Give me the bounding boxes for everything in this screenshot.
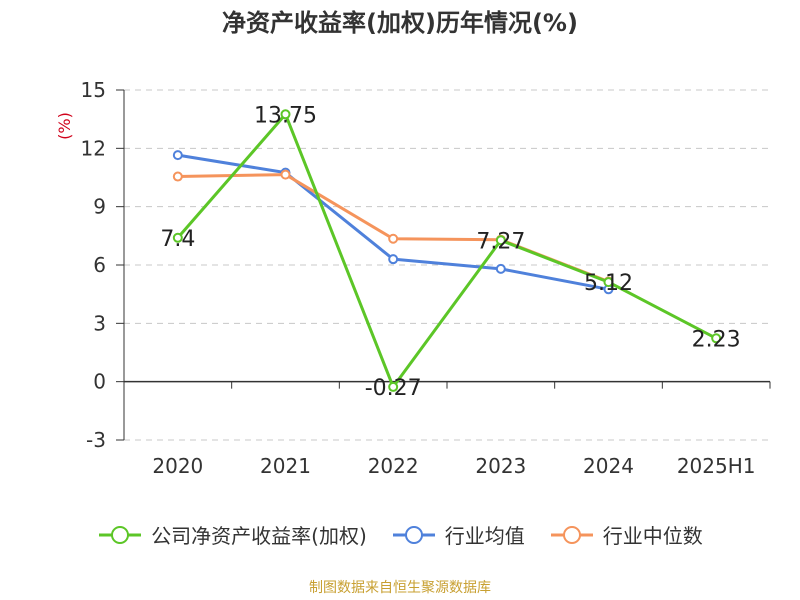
data-point[interactable] <box>172 171 183 182</box>
legend-item-industry-mean[interactable]: 行业均值 <box>391 520 525 549</box>
legend-line-marker-icon <box>392 525 435 544</box>
x-tick-label: 2025H1 <box>677 454 756 478</box>
legend-label-industry-median: 行业中位数 <box>602 524 703 548</box>
x-tick-label: 2024 <box>583 454 634 478</box>
series-lines <box>172 109 722 392</box>
x-tick-label: 2023 <box>475 454 526 478</box>
legend-item-industry-median[interactable]: 行业中位数 <box>549 520 703 549</box>
x-tick-label: 2020 <box>152 454 203 478</box>
data-point[interactable] <box>280 169 291 180</box>
legend-item-company[interactable]: 公司净资产收益率(加权) <box>97 520 367 549</box>
data-label: 2.23 <box>692 327 741 352</box>
data-point[interactable] <box>603 277 614 288</box>
data-point[interactable] <box>280 109 291 120</box>
x-tick-label: 2022 <box>368 454 419 478</box>
data-point[interactable] <box>495 263 506 274</box>
data-point[interactable] <box>388 381 399 392</box>
y-tick-label: 0 <box>93 370 106 394</box>
data-label: 7.4 <box>160 227 195 252</box>
data-point[interactable] <box>388 233 399 244</box>
legend-circle <box>562 525 581 544</box>
axes: -3 0 3 6 9 12 15 2020 2021 2022 2023 2024 2025H1 (%) <box>55 78 771 478</box>
data-point[interactable] <box>172 150 183 161</box>
data-label: -0.27 <box>365 376 422 401</box>
chart-title: 净资产收益率(加权)历年情况(%) <box>222 9 578 37</box>
legend-circle <box>404 525 423 544</box>
data-label: 13.75 <box>254 103 317 128</box>
y-tick-label: 3 <box>93 311 106 335</box>
source-note: 制图数据来自恒生聚源数据库 <box>309 580 491 596</box>
y-tick-label: 15 <box>81 78 106 102</box>
data-point[interactable] <box>495 235 506 246</box>
x-tick-label: 2021 <box>260 454 311 478</box>
legend-line-marker-icon <box>550 525 593 544</box>
legend: 公司净资产收益率(加权) 行业均值 行业中位数 <box>0 520 800 549</box>
y-tick-label: 12 <box>81 136 106 160</box>
data-label: 7.27 <box>476 229 525 254</box>
y-tick-label: 6 <box>93 253 106 277</box>
legend-circle <box>111 525 130 544</box>
series-line-0 <box>176 112 717 389</box>
data-label: 5.12 <box>584 271 633 296</box>
legend-line-marker-icon <box>99 525 142 544</box>
y-tick-label: -3 <box>86 428 106 452</box>
data-point[interactable] <box>172 232 183 243</box>
y-axis-title: (%) <box>55 112 74 140</box>
y-tick-label: 9 <box>93 195 106 219</box>
data-point[interactable] <box>711 333 722 344</box>
legend-label-company: 公司净资产收益率(加权) <box>151 524 367 548</box>
data-labels: 7.4 13.75 -0.27 7.27 5.12 2.23 <box>160 103 740 401</box>
legend-label-industry-mean: 行业均值 <box>444 524 525 548</box>
data-point[interactable] <box>388 254 399 265</box>
